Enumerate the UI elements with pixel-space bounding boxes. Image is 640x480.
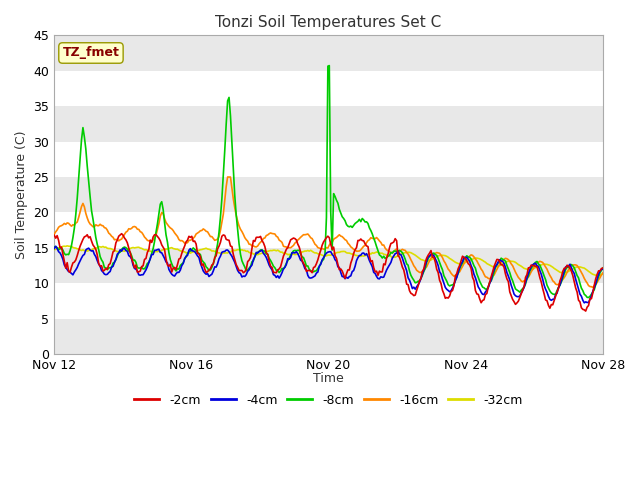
Bar [54,319,603,354]
X-axis label: Time: Time [313,372,344,385]
Bar [54,177,603,213]
Bar [54,283,603,319]
Bar [54,213,603,248]
Bar [54,36,603,71]
Bar [54,248,603,283]
Bar [54,71,603,106]
Legend: -2cm, -4cm, -8cm, -16cm, -32cm: -2cm, -4cm, -8cm, -16cm, -32cm [129,389,528,412]
Title: Tonzi Soil Temperatures Set C: Tonzi Soil Temperatures Set C [216,15,442,30]
Bar [54,142,603,177]
Bar [54,106,603,142]
Y-axis label: Soil Temperature (C): Soil Temperature (C) [15,131,28,259]
Text: TZ_fmet: TZ_fmet [63,47,120,60]
